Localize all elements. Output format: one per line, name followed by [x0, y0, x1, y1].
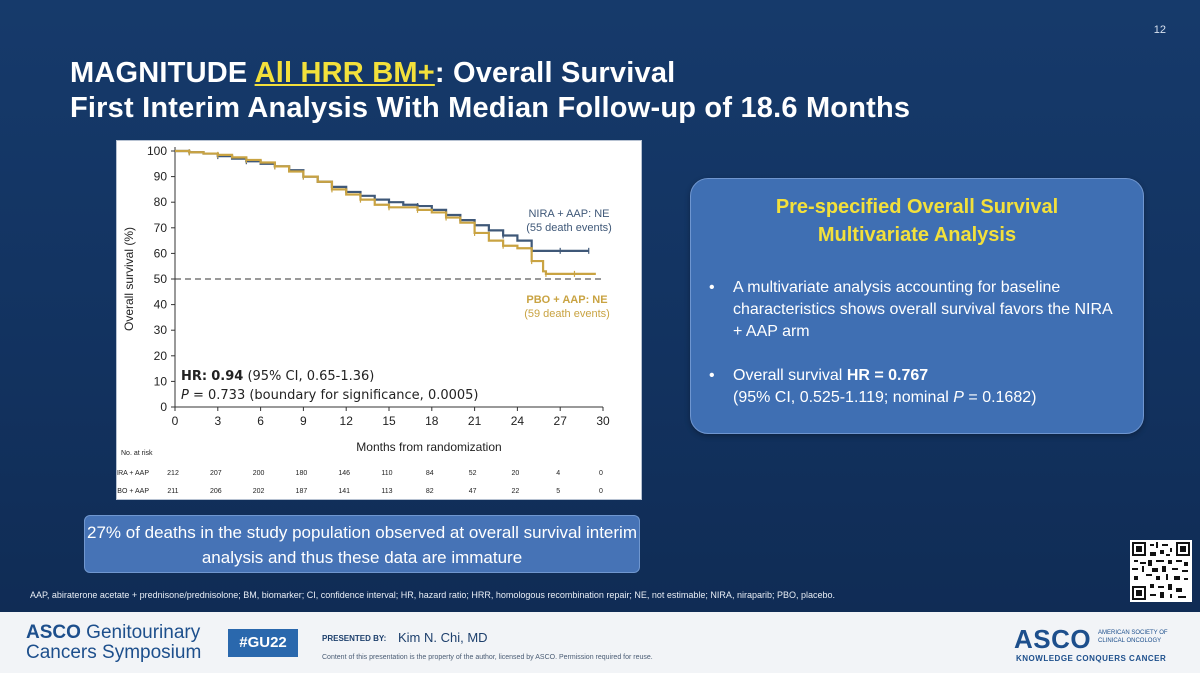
series-label-pbo: PBO + AAP: NE — [526, 294, 607, 306]
title-suffix: : Overall Survival — [434, 57, 676, 89]
callout-title-line1: Pre-specified Overall Survival — [775, 196, 1059, 218]
asco-tagline: KNOWLEDGE CONQUERS CANCER — [1016, 654, 1167, 663]
slide: 12 MAGNITUDE All HRR BM+: Overall Surviv… — [0, 0, 1200, 612]
risk-value: 5 — [556, 488, 560, 495]
footer-bar: ASCO Genitourinary Cancers Symposium #GU… — [0, 612, 1200, 673]
x-tick-label: 24 — [511, 414, 525, 428]
bullet2-p: P — [953, 389, 964, 406]
y-tick-label: 60 — [154, 246, 168, 260]
y-tick-label: 50 — [154, 272, 168, 286]
risk-value: 47 — [469, 488, 477, 495]
risk-value: 146 — [338, 470, 350, 477]
x-axis-label: Months from randomization — [356, 440, 501, 454]
km-chart: 0 10 20 30 40 50 60 70 80 90 100 0 3 6 9 12 15 18 21 24 27 30… — [116, 140, 642, 500]
qr-code-icon — [1130, 540, 1192, 602]
title-line2: First Interim Analysis With Median Follo… — [70, 92, 911, 124]
y-tick-label: 10 — [154, 374, 168, 388]
series-note-nira: (55 death events) — [526, 222, 612, 234]
hr-label: HR: — [181, 369, 208, 384]
risk-value: 22 — [512, 488, 520, 495]
x-tick-label: 0 — [172, 414, 179, 428]
symposium-name-2: Cancers Symposium — [26, 642, 202, 663]
hashtag-badge: #GU22 — [228, 629, 298, 657]
y-tick-label: 40 — [154, 298, 168, 312]
multivariate-callout: Pre-specified Overall Survival Multivari… — [690, 178, 1144, 434]
risk-value: 200 — [253, 470, 265, 477]
presented-by-label: PRESENTED BY: — [322, 634, 387, 643]
risk-value: 113 — [381, 488, 392, 495]
callout-title: Pre-specified Overall Survival Multivari… — [691, 193, 1143, 249]
risk-value: 202 — [253, 488, 265, 495]
y-tick-label: 100 — [147, 144, 167, 158]
series-label-nira: NIRA + AAP: NE — [528, 208, 609, 220]
abbreviations-footnote: AAP, abiraterone acetate + prednisone/pr… — [30, 590, 835, 600]
copyright-note: Content of this presentation is the prop… — [322, 654, 653, 661]
risk-value: 0 — [599, 488, 603, 495]
risk-row-label: NIRA + AAP — [117, 470, 149, 477]
risk-value: 82 — [426, 488, 434, 495]
x-tick-label: 15 — [382, 414, 396, 428]
bullet2-ci-prefix: (95% CI, 0.525-1.119; nominal — [733, 389, 954, 406]
p-label: P — [181, 388, 189, 403]
slide-title: MAGNITUDE All HRR BM+: Overall Survival … — [70, 56, 910, 126]
risk-value: 207 — [210, 470, 222, 477]
callout-bullets: A multivariate analysis accounting for b… — [705, 277, 1125, 431]
hr-value: 0.94 — [211, 369, 244, 384]
bullet2-prefix: Overall survival — [733, 367, 847, 384]
y-tick-label: 0 — [160, 400, 167, 414]
x-tick-label: 12 — [340, 414, 354, 428]
presenter-name: Kim N. Chi, MD — [398, 630, 488, 645]
y-tick-label: 90 — [154, 170, 168, 184]
risk-value: 206 — [210, 488, 222, 495]
risk-value: 187 — [296, 488, 308, 495]
p-text: = 0.733 (boundary for significance, 0.00… — [188, 388, 479, 403]
callout-bullet-2: Overall survival HR = 0.767 (95% CI, 0.5… — [705, 365, 1125, 409]
risk-value: 212 — [167, 470, 179, 477]
x-tick-label: 30 — [596, 414, 610, 428]
bullet2-ci-suffix: = 0.1682) — [963, 389, 1037, 406]
asco-full-name: AMERICAN SOCIETY OF CLINICAL ONCOLOGY — [1098, 630, 1168, 644]
immature-data-note: 27% of deaths in the study population ob… — [84, 515, 640, 573]
y-tick-label: 20 — [154, 349, 168, 363]
risk-value: 211 — [167, 488, 178, 495]
x-tick-label: 18 — [425, 414, 439, 428]
hr-ci: (95% CI, 0.65-1.36) — [243, 369, 375, 384]
risk-value: 20 — [512, 470, 520, 477]
symposium-name-1: Genitourinary — [80, 622, 201, 643]
km-curve-nira — [175, 149, 589, 252]
risk-value: 84 — [426, 470, 434, 477]
title-highlight: All HRR BM+ — [254, 57, 435, 89]
risk-value: 0 — [599, 470, 603, 477]
series-note-pbo: (59 death events) — [524, 308, 610, 320]
x-tick-label: 3 — [214, 414, 221, 428]
bullet2-hr: HR = 0.767 — [846, 367, 929, 384]
title-prefix: MAGNITUDE — [70, 57, 255, 89]
risk-value: 110 — [381, 470, 392, 477]
y-tick-label: 30 — [154, 323, 168, 337]
qr-code[interactable] — [1130, 540, 1192, 602]
hr-annotation: HR: 0.94 (95% CI, 0.65-1.36) P = 0.733 (… — [181, 367, 479, 405]
risk-value: 52 — [469, 470, 477, 477]
x-tick-label: 27 — [554, 414, 568, 428]
callout-bullet-1: A multivariate analysis accounting for b… — [705, 277, 1125, 343]
x-tick-label: 21 — [468, 414, 482, 428]
y-axis-label: Overall survival (%) — [122, 227, 136, 331]
risk-table-header: No. at risk — [121, 450, 153, 457]
symposium-logo: ASCO Genitourinary Cancers Symposium — [26, 623, 201, 663]
callout-title-line2: Multivariate Analysis — [817, 224, 1017, 246]
symposium-asco: ASCO — [26, 622, 81, 643]
risk-value: 180 — [296, 470, 308, 477]
y-tick-label: 70 — [154, 221, 168, 235]
y-tick-label: 80 — [154, 195, 168, 209]
asco-logo: ASCO — [1014, 624, 1092, 654]
x-tick-label: 6 — [257, 414, 264, 428]
risk-value: 4 — [556, 470, 560, 477]
risk-value: 141 — [338, 488, 350, 495]
slide-number: 12 — [1153, 24, 1166, 36]
risk-row-label: PBO + AAP — [117, 488, 149, 495]
x-tick-label: 9 — [300, 414, 307, 428]
